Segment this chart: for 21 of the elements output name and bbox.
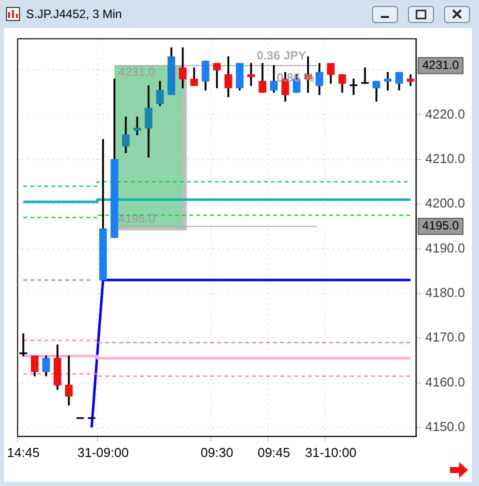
x-tick-label: 09:45 bbox=[258, 444, 290, 460]
y-tick-label: 4210.0 bbox=[425, 151, 466, 166]
x-tick-label: 31-09:00 bbox=[77, 444, 129, 460]
ref-line-label: 4195.0 bbox=[118, 212, 156, 226]
text: 4231.0 bbox=[422, 58, 459, 72]
candlestick bbox=[247, 63, 255, 86]
x-tick-label: 31-10:00 bbox=[305, 444, 356, 460]
y-tick-label: 4150.0 bbox=[425, 419, 466, 434]
y-tick-label: 4190.0 bbox=[425, 240, 466, 256]
y-tick-label: 4170.0 bbox=[425, 330, 466, 345]
candlestick bbox=[361, 68, 369, 84]
y-tick-label: 4200.0 bbox=[425, 196, 466, 211]
x-tick-label: 14:45 bbox=[7, 444, 40, 460]
text: 4195.0 bbox=[422, 218, 459, 233]
y-tick-label: 4160.0 bbox=[425, 374, 466, 390]
x-tick-label: 09:30 bbox=[200, 444, 234, 460]
annotation: 0.36 JPY bbox=[256, 48, 306, 63]
y-tick-label: 4180.0 bbox=[425, 285, 466, 300]
ref-line-label: 4231.0 bbox=[118, 64, 156, 79]
y-tick-label: 4220.0 bbox=[425, 106, 466, 122]
chart-title: S.JP.J4452, 3 Min bbox=[26, 7, 122, 21]
